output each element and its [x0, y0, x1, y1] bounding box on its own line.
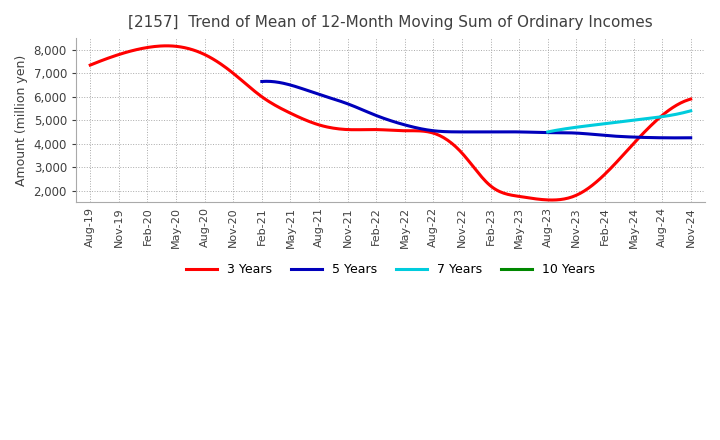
7 Years	[686, 108, 695, 114]
Line: 7 Years: 7 Years	[548, 111, 690, 132]
5 Years	[648, 135, 657, 140]
3 Years	[596, 176, 605, 181]
7 Years	[664, 113, 672, 118]
5 Years	[514, 129, 523, 135]
3 Years	[446, 139, 454, 144]
5 Years	[259, 79, 268, 84]
Legend: 3 Years, 5 Years, 7 Years, 10 Years: 3 Years, 5 Years, 7 Years, 10 Years	[181, 258, 600, 282]
5 Years	[258, 79, 266, 84]
5 Years	[672, 135, 680, 140]
3 Years	[456, 148, 464, 153]
7 Years	[544, 129, 552, 135]
5 Years	[621, 134, 629, 139]
5 Years	[686, 135, 695, 140]
7 Years	[631, 117, 639, 123]
Line: 3 Years: 3 Years	[90, 46, 690, 200]
3 Years	[548, 198, 557, 203]
3 Years	[88, 62, 96, 67]
5 Years	[513, 129, 521, 135]
7 Years	[629, 117, 637, 123]
3 Years	[444, 138, 452, 143]
3 Years	[86, 62, 94, 68]
Title: [2157]  Trend of Mean of 12-Month Moving Sum of Ordinary Incomes: [2157] Trend of Mean of 12-Month Moving …	[128, 15, 653, 30]
Y-axis label: Amount (million yen): Amount (million yen)	[15, 55, 28, 186]
3 Years	[686, 96, 695, 102]
7 Years	[544, 129, 552, 135]
3 Years	[162, 43, 171, 48]
5 Years	[262, 79, 271, 84]
5 Years	[521, 129, 530, 135]
Line: 5 Years: 5 Years	[262, 81, 690, 138]
7 Years	[628, 117, 636, 123]
7 Years	[673, 111, 682, 117]
3 Years	[634, 136, 643, 141]
